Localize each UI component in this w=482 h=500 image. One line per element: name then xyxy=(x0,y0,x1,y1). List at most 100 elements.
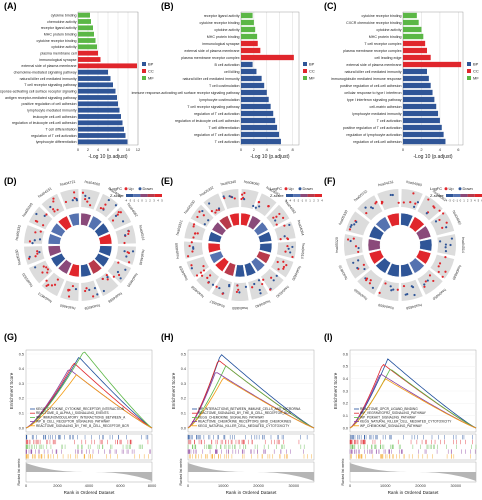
y-tick-label: 0.1 xyxy=(19,412,24,416)
go-term-label: natural killer cell mediated immunity xyxy=(345,70,402,74)
gene-dot xyxy=(121,220,125,223)
gene-dot xyxy=(371,207,374,210)
go-bar xyxy=(241,19,254,26)
gene-dot xyxy=(357,250,360,254)
gene-dot xyxy=(288,223,291,227)
panel-label: (H) xyxy=(161,332,174,342)
legend-dot xyxy=(284,187,288,191)
gene-dot xyxy=(131,250,135,253)
gene-dot xyxy=(190,267,193,270)
gene-dot xyxy=(43,214,46,217)
gene-dot xyxy=(73,196,76,200)
gene-dot xyxy=(413,205,416,208)
sector-label: hsa04151 xyxy=(37,187,52,199)
go-term-label: cytokine activity xyxy=(214,28,239,32)
x-tick-label: 10000 xyxy=(218,484,229,488)
panel-label: (D) xyxy=(4,176,17,186)
circos-sector xyxy=(276,241,296,259)
gene-dot xyxy=(202,214,205,217)
pathway-label: WP_CHEMOKINE_SIGNALING_PATHWAY xyxy=(360,424,423,428)
go-term-label: positive regulation of cell adhesion xyxy=(22,102,77,106)
rank-area xyxy=(26,463,152,481)
legend-label: Down xyxy=(463,186,473,191)
gene-dot xyxy=(106,278,109,281)
gene-dot xyxy=(381,200,384,204)
circos-panel-d: (D) hsa04060hsa04061hsa04062hsa04514hsa04… xyxy=(4,176,163,310)
go-term-label: external side of plasma membrane xyxy=(21,64,76,68)
gene-dot xyxy=(267,205,270,208)
rank-area xyxy=(350,463,476,481)
zscore-segment xyxy=(240,212,251,227)
zscore-tick: 2 xyxy=(313,199,315,203)
x-tick-label: 0 xyxy=(402,147,405,152)
legend-swatch xyxy=(142,69,146,73)
go-term-label: natural killer cell mediated immunity xyxy=(183,77,240,81)
gene-dot xyxy=(211,283,215,286)
zscore-segment xyxy=(68,263,80,278)
gene-dot xyxy=(192,247,195,250)
gene-dot xyxy=(93,287,97,290)
y-axis-label: Enrichment Score xyxy=(171,372,176,409)
circos-sector xyxy=(254,193,277,217)
zscore-tick: -1 xyxy=(301,199,304,203)
panel-label: (E) xyxy=(161,176,173,186)
go-bar xyxy=(78,101,118,107)
circos-panel-f: (F) hsa04060hsa04061hsa04062hsa04514hsa04… xyxy=(324,176,482,310)
circos-sector xyxy=(270,256,294,278)
x-tick-label: 10000 xyxy=(380,484,391,488)
go-term-label: T cell receptor signaling pathway xyxy=(24,83,76,87)
circos-sector xyxy=(41,193,65,218)
zscore-segment xyxy=(98,245,113,257)
sector-label: hsa05320 xyxy=(22,272,34,287)
circos-sector xyxy=(345,254,370,279)
gene-dot xyxy=(384,282,387,285)
gene-dot xyxy=(102,207,105,210)
zscore-tick: -3 xyxy=(129,199,132,203)
go-bar xyxy=(403,131,444,138)
zscore-segment xyxy=(47,233,62,245)
es-curve xyxy=(187,365,315,429)
sector-label: hsa04151 xyxy=(378,180,394,187)
gene-dot xyxy=(101,277,104,281)
gene-dot xyxy=(231,196,234,199)
zscore-segment xyxy=(400,212,414,228)
gene-dot xyxy=(191,250,194,253)
go-term-label: T cell activation xyxy=(377,119,402,123)
gene-dot xyxy=(116,270,120,274)
gene-dot xyxy=(46,271,49,274)
gsea-panel-h: (H) 0.5 0.4 0.3 0.2 0.1 0.0 WP_INTERACTIONS_BET… xyxy=(161,332,315,495)
y-tick-label: 0.0 xyxy=(19,426,24,430)
go-term-label: MHC protein binding xyxy=(44,33,77,37)
sector-label: hsa05330 xyxy=(183,200,196,215)
go-term-label: regulation of T cell activation xyxy=(194,133,239,137)
go-term-label: CXCR chemokine receptor binding xyxy=(346,21,401,25)
zscore-segment xyxy=(94,252,110,268)
gene-dot xyxy=(357,259,360,262)
gene-dot xyxy=(241,193,244,196)
gene-dot xyxy=(45,213,48,216)
gene-dot xyxy=(258,288,261,292)
sector-label: hsa05332 xyxy=(353,189,368,202)
zscore-tick: -3 xyxy=(448,199,451,203)
gene-dot xyxy=(119,211,122,214)
gene-dot xyxy=(36,250,39,253)
gene-dot xyxy=(423,283,426,286)
go-bar xyxy=(403,124,442,131)
legend-swatch xyxy=(303,76,307,80)
gene-dot xyxy=(45,279,48,282)
gene-dot xyxy=(41,271,44,274)
gene-dot xyxy=(237,288,240,291)
go-bar xyxy=(403,40,426,47)
gene-dot xyxy=(117,261,120,264)
gene-dot xyxy=(99,207,103,210)
y-tick-label: 0.4 xyxy=(343,377,348,381)
gene-dot xyxy=(269,288,272,291)
go-bar xyxy=(241,131,280,138)
gene-dot xyxy=(426,279,429,282)
gene-dot xyxy=(223,197,226,200)
zscore-segment xyxy=(419,238,433,252)
circos-sector xyxy=(211,277,232,300)
gene-dot xyxy=(285,264,288,267)
sector-label: hsa05330 xyxy=(338,210,348,226)
go-bar xyxy=(78,76,111,81)
